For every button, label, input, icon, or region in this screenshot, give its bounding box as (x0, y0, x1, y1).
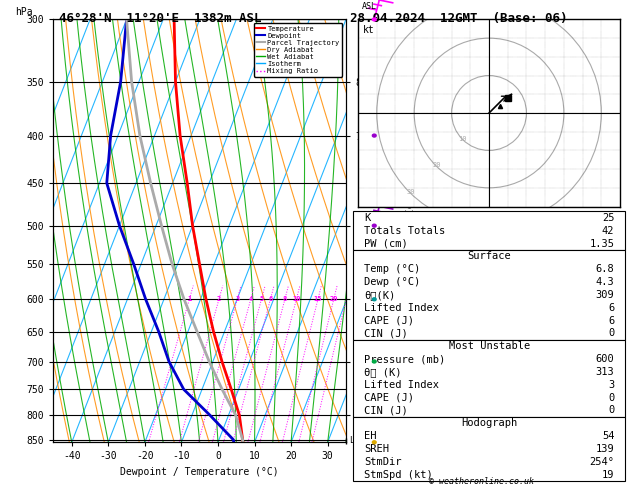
Text: 1: 1 (187, 296, 191, 302)
Text: Pressure (mb): Pressure (mb) (364, 354, 445, 364)
Text: 313: 313 (596, 367, 615, 377)
Text: © weatheronline.co.uk: © weatheronline.co.uk (429, 477, 533, 486)
Text: 5: 5 (259, 296, 264, 302)
Text: SREH: SREH (364, 444, 389, 454)
Text: 8: 8 (283, 296, 287, 302)
Text: 0: 0 (608, 329, 615, 338)
Text: LCL: LCL (349, 436, 364, 445)
Bar (353, 340, 625, 417)
Text: 2: 2 (217, 296, 221, 302)
Text: 0: 0 (608, 393, 615, 403)
Text: kt: kt (364, 25, 375, 35)
Text: 6: 6 (608, 303, 615, 313)
Text: 25: 25 (602, 213, 615, 223)
Text: 0: 0 (608, 405, 615, 416)
Text: 254°: 254° (589, 457, 615, 467)
Text: hPa: hPa (16, 7, 33, 17)
Text: 10: 10 (459, 136, 467, 142)
Text: 4.3: 4.3 (596, 277, 615, 287)
Legend: Temperature, Dewpoint, Parcel Trajectory, Dry Adiabat, Wet Adiabat, Isotherm, Mi: Temperature, Dewpoint, Parcel Trajectory… (253, 23, 342, 77)
Text: 30: 30 (406, 189, 415, 194)
Text: CIN (J): CIN (J) (364, 329, 408, 338)
Text: Totals Totals: Totals Totals (364, 226, 445, 236)
Text: 10: 10 (292, 296, 301, 302)
X-axis label: Dewpoint / Temperature (°C): Dewpoint / Temperature (°C) (120, 467, 279, 477)
Text: 42: 42 (602, 226, 615, 236)
Text: EH: EH (364, 431, 377, 441)
Text: CIN (J): CIN (J) (364, 405, 408, 416)
Text: Most Unstable: Most Unstable (448, 341, 530, 351)
Text: Lifted Index: Lifted Index (364, 303, 440, 313)
Text: 20: 20 (432, 162, 441, 168)
Text: 4: 4 (248, 296, 253, 302)
Text: Mixing Ratio (g/kg): Mixing Ratio (g/kg) (406, 183, 415, 278)
Text: 1.35: 1.35 (589, 239, 615, 248)
Text: 15: 15 (314, 296, 322, 302)
Text: 3: 3 (235, 296, 240, 302)
Text: 54: 54 (602, 431, 615, 441)
Text: Dewp (°C): Dewp (°C) (364, 277, 421, 287)
Text: 3: 3 (608, 380, 615, 390)
Text: 6: 6 (608, 315, 615, 326)
Text: Temp (°C): Temp (°C) (364, 264, 421, 274)
Text: 46°28'N  11°20'E  1382m ASL: 46°28'N 11°20'E 1382m ASL (59, 12, 262, 25)
Text: Surface: Surface (467, 251, 511, 261)
Text: StmSpd (kt): StmSpd (kt) (364, 469, 433, 480)
Text: 28.04.2024  12GMT  (Base: 06): 28.04.2024 12GMT (Base: 06) (350, 12, 568, 25)
Text: θᴇ(K): θᴇ(K) (364, 290, 396, 300)
Text: CAPE (J): CAPE (J) (364, 315, 415, 326)
Text: 139: 139 (596, 444, 615, 454)
Text: Lifted Index: Lifted Index (364, 380, 440, 390)
Text: Hodograph: Hodograph (461, 418, 518, 428)
Text: 20: 20 (330, 296, 338, 302)
Text: km
ASL: km ASL (362, 0, 377, 11)
Text: 309: 309 (596, 290, 615, 300)
Text: 19: 19 (602, 469, 615, 480)
Text: PW (cm): PW (cm) (364, 239, 408, 248)
Text: θᴇ (K): θᴇ (K) (364, 367, 402, 377)
Text: 600: 600 (596, 354, 615, 364)
Text: 6: 6 (269, 296, 272, 302)
Bar (353, 250, 625, 340)
Text: K: K (364, 213, 370, 223)
Text: CAPE (J): CAPE (J) (364, 393, 415, 403)
Text: 6.8: 6.8 (596, 264, 615, 274)
Text: StmDir: StmDir (364, 457, 402, 467)
Bar (353, 211, 625, 250)
Bar (353, 417, 625, 481)
